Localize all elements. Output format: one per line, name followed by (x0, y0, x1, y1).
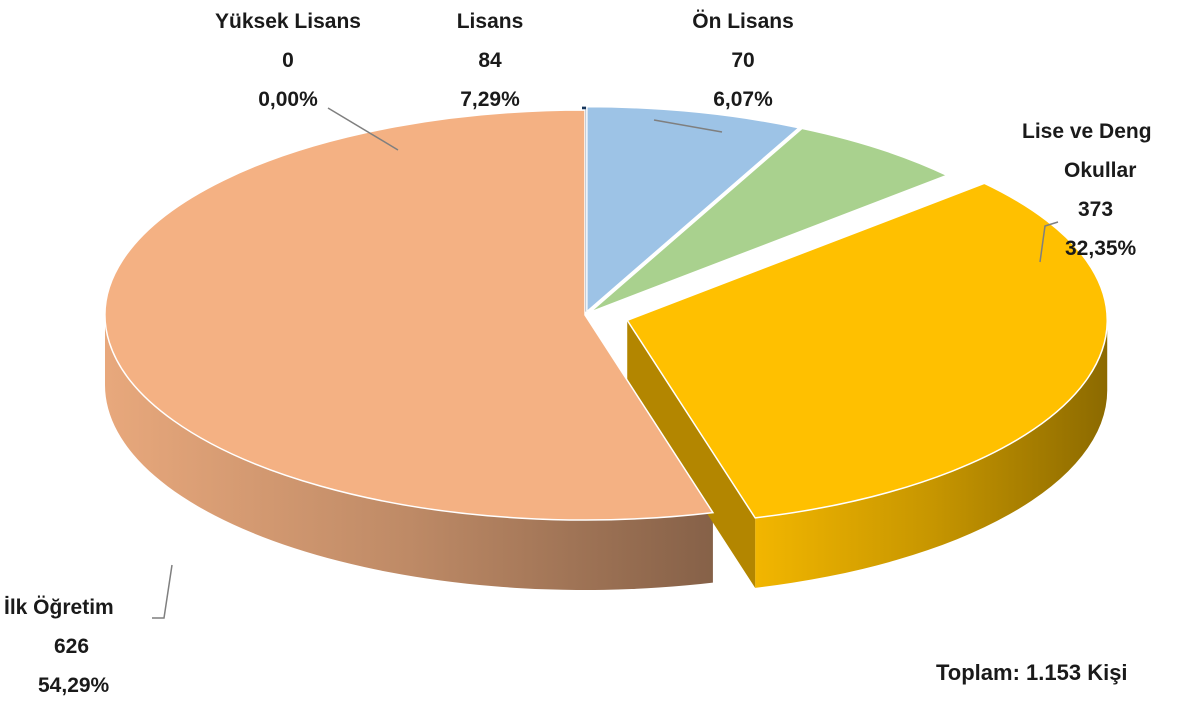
label-on-lisans-value: 70 (731, 49, 755, 72)
pie-slice-1 (586, 105, 801, 314)
pie-slice-2 (589, 127, 949, 313)
label-lisans-percent: 7,29% (460, 88, 520, 111)
leader-line-3 (152, 564, 173, 619)
label-lisans-value: 84 (478, 49, 502, 72)
pie-side-4 (105, 315, 713, 590)
label-ilk-ogretim-name: İlk Öğretim (4, 596, 114, 619)
pie-slice-3 (626, 182, 1108, 519)
label-lise-percent: 32,35% (1065, 237, 1137, 260)
label-lise-value: 373 (1078, 198, 1114, 221)
label-on-lisans: Ön Lisans 70 6,07% (668, 2, 818, 119)
label-lisans: Lisans 84 7,29% (420, 2, 560, 119)
total-label: Toplam: 1.153 Kişi (936, 660, 1128, 685)
label-ilk-ogretim: İlk Öğretim 626 54,29% (0, 588, 150, 705)
label-ilk-ogretim-percent: 54,29% (38, 674, 110, 697)
label-lise-name-line1: Lise ve Deng (1022, 120, 1152, 143)
pie-side-3 (755, 320, 1108, 588)
label-on-lisans-percent: 6,07% (713, 88, 773, 111)
leader-line-0 (327, 107, 399, 151)
pie-slice-4 (104, 109, 715, 521)
label-on-lisans-name: Ön Lisans (692, 10, 794, 33)
label-yuksek-lisans: Yüksek Lisans 0 0,00% (198, 2, 378, 119)
label-lise-name-line2: Okullar (1064, 159, 1137, 182)
label-ilk-ogretim-value: 626 (54, 635, 90, 658)
leader-line-1 (653, 119, 723, 133)
pie-cut-face-3 (627, 320, 756, 588)
label-yuksek-lisans-percent: 0,00% (258, 88, 318, 111)
leader-line-2 (1039, 221, 1059, 263)
label-yuksek-lisans-name: Yüksek Lisans (215, 10, 361, 33)
label-lisans-name: Lisans (456, 10, 524, 33)
label-yuksek-lisans-value: 0 (282, 49, 294, 72)
label-lise: Lise ve Deng Okullar 373 32,35% (1022, 112, 1192, 268)
